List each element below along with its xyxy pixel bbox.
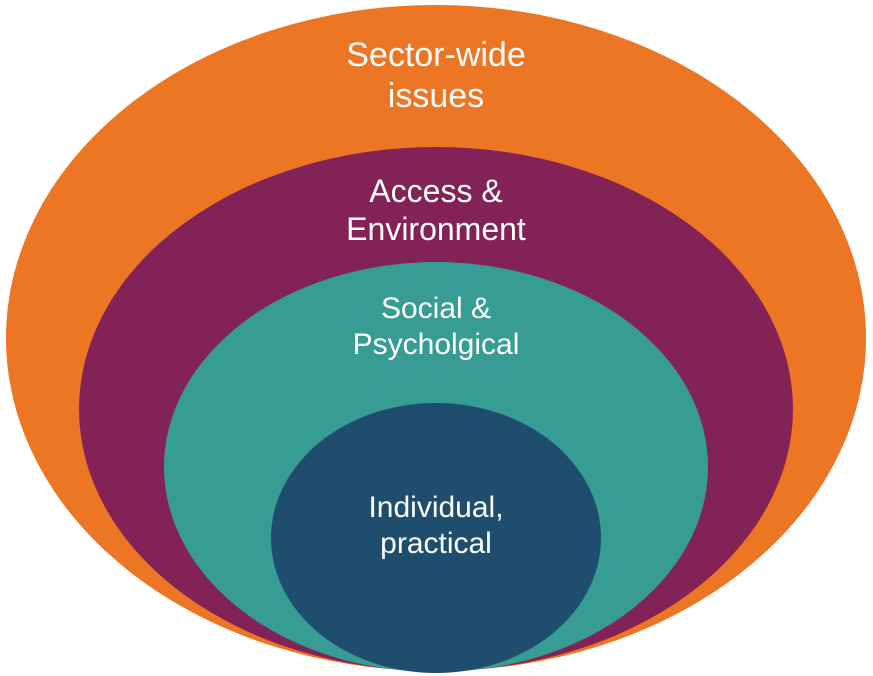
nested-ellipse-diagram: Sector-wide issues Access & Environment …	[0, 0, 873, 676]
label-inner: Individual, practical	[368, 490, 503, 562]
label-second: Access & Environment	[346, 172, 526, 249]
label-outer: Sector-wide issues	[346, 35, 526, 117]
label-third: Social & Psycholgical	[353, 291, 520, 363]
